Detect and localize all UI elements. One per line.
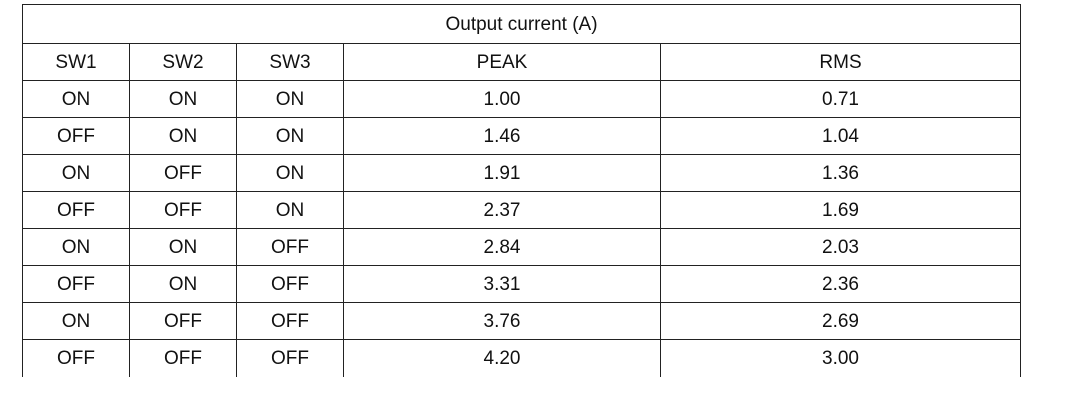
sw2-cell: OFF <box>129 191 237 229</box>
rms-cell: 3.00 <box>659 339 1022 377</box>
column-header-sw3: SW3 <box>236 43 344 81</box>
rms-cell: 1.36 <box>659 154 1022 192</box>
sw1-cell: ON <box>22 154 130 192</box>
peak-cell: 1.00 <box>343 80 661 118</box>
sw2-cell: OFF <box>129 154 237 192</box>
table-row: OFF ON ON 1.46 1.04 <box>22 117 1022 155</box>
output-current-table: Output current (A) SW1 SW2 SW3 PEAK RMS … <box>21 4 1022 377</box>
sw2-cell: OFF <box>129 339 237 377</box>
sw2-cell: ON <box>129 80 237 118</box>
sw2-cell: OFF <box>129 302 237 340</box>
sw3-cell: OFF <box>236 228 344 266</box>
column-header-sw1: SW1 <box>22 43 130 81</box>
rms-cell: 0.71 <box>659 80 1022 118</box>
peak-cell: 3.31 <box>343 265 661 303</box>
sw1-cell: OFF <box>22 265 130 303</box>
sw3-cell: ON <box>236 117 344 155</box>
sw3-cell: OFF <box>236 265 344 303</box>
sw1-cell: ON <box>22 302 130 340</box>
peak-cell: 3.76 <box>343 302 661 340</box>
sw1-cell: ON <box>22 80 130 118</box>
sw3-cell: OFF <box>236 339 344 377</box>
table-title-row: Output current (A) <box>21 4 1022 44</box>
sw2-cell: ON <box>129 117 237 155</box>
table-row: OFF OFF ON 2.37 1.69 <box>22 191 1022 229</box>
sw3-cell: OFF <box>236 302 344 340</box>
sw1-cell: OFF <box>22 339 130 377</box>
peak-cell: 1.46 <box>343 117 661 155</box>
sw1-cell: ON <box>22 228 130 266</box>
sw2-cell: ON <box>129 265 237 303</box>
column-header-peak: PEAK <box>343 43 661 81</box>
peak-cell: 4.20 <box>343 339 661 377</box>
table-row: ON ON ON 1.00 0.71 <box>22 80 1022 118</box>
output-current-table-container: Output current (A) SW1 SW2 SW3 PEAK RMS … <box>21 4 1022 377</box>
sw2-cell: ON <box>129 228 237 266</box>
table-header-row: SW1 SW2 SW3 PEAK RMS <box>22 43 1022 81</box>
rms-cell: 2.03 <box>659 228 1022 266</box>
rms-cell: 2.36 <box>659 265 1022 303</box>
sw3-cell: ON <box>236 154 344 192</box>
sw3-cell: ON <box>236 80 344 118</box>
column-header-rms: RMS <box>659 43 1022 81</box>
rms-cell: 1.04 <box>659 117 1022 155</box>
sw1-cell: OFF <box>22 117 130 155</box>
table-title: Output current (A) <box>21 4 1022 44</box>
peak-cell: 2.84 <box>343 228 661 266</box>
rms-cell: 1.69 <box>659 191 1022 229</box>
sw1-cell: OFF <box>22 191 130 229</box>
table-row: OFF ON OFF 3.31 2.36 <box>22 265 1022 303</box>
table-row: ON OFF ON 1.91 1.36 <box>22 154 1022 192</box>
table-row: OFF OFF OFF 4.20 3.00 <box>22 339 1022 377</box>
column-header-sw2: SW2 <box>129 43 237 81</box>
peak-cell: 1.91 <box>343 154 661 192</box>
table-row: ON ON OFF 2.84 2.03 <box>22 228 1022 266</box>
rms-cell: 2.69 <box>659 302 1022 340</box>
peak-cell: 2.37 <box>343 191 661 229</box>
sw3-cell: ON <box>236 191 344 229</box>
table-row: ON OFF OFF 3.76 2.69 <box>22 302 1022 340</box>
